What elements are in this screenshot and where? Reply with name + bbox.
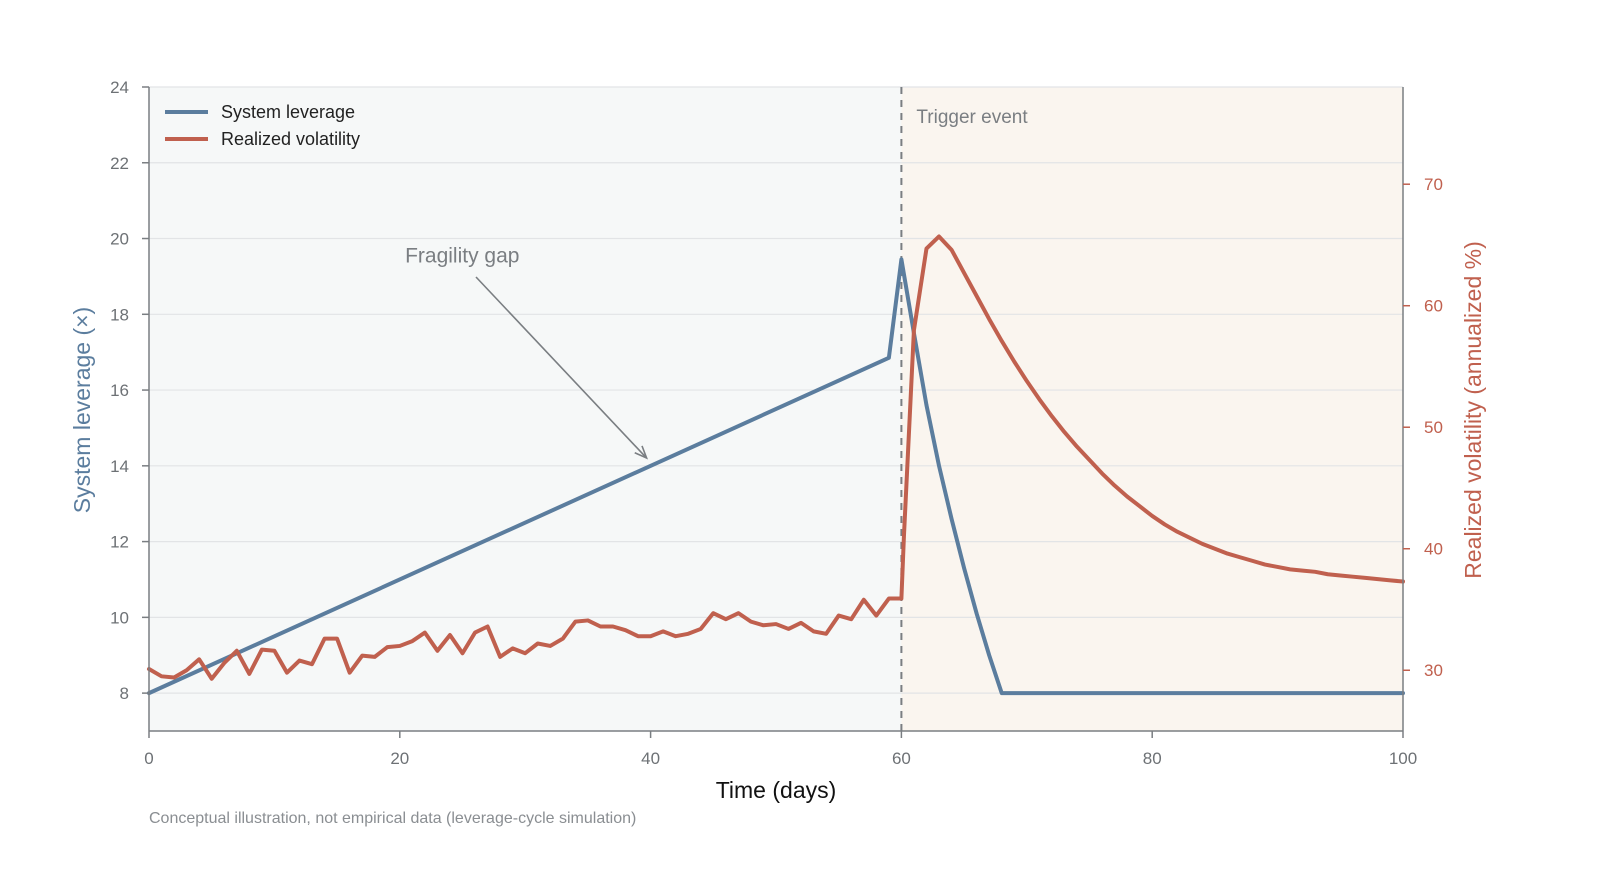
chart-caption: Conceptual illustration, not empirical d… xyxy=(149,810,636,827)
y-left-tick-label-16: 16 xyxy=(110,381,129,400)
y-left-tick-label-20: 20 xyxy=(110,230,129,249)
y-left-tick-label-24: 24 xyxy=(110,78,129,97)
legend-label-system-leverage: System leverage xyxy=(221,102,355,122)
x-tick-label-20: 20 xyxy=(390,749,409,768)
fragility-gap-label: Fragility gap xyxy=(405,244,519,267)
gridlines xyxy=(149,86,1403,694)
y-right-tick-label-60: 60 xyxy=(1424,297,1443,316)
series-line-system-leverage xyxy=(147,257,1405,696)
legend-label-realized-volatility: Realized volatility xyxy=(221,129,360,149)
y-left-tick-label-10: 10 xyxy=(110,608,129,627)
series-lines xyxy=(147,234,1405,696)
region-post-trigger xyxy=(901,87,1403,731)
x-tick-label-80: 80 xyxy=(1143,749,1162,768)
y-right-tick-label-70: 70 xyxy=(1424,175,1443,194)
y-left-tick-label-8: 8 xyxy=(120,684,129,703)
y-left-tick-label-12: 12 xyxy=(110,533,129,552)
left-y-axis-title: System leverage (×) xyxy=(69,307,95,513)
x-axis-title: Time (days) xyxy=(716,777,837,803)
fragility-gap-arrowhead xyxy=(634,445,649,460)
fragility-gap-arrow xyxy=(475,276,648,459)
y-left-tick-label-14: 14 xyxy=(110,457,129,476)
fragility-gap-annotation: Fragility gap xyxy=(405,244,649,460)
axes: 0 20 40 60 80 100 8 10 12 14 16 18 20 22 24 30 40 50 60 70 xyxy=(110,78,1443,768)
y-right-tick-label-30: 30 xyxy=(1424,661,1443,680)
region-pre-trigger xyxy=(149,87,902,731)
trigger-event-marker: Trigger event xyxy=(900,87,1028,731)
series-line-realized-volatility xyxy=(147,234,1405,681)
x-tick-label-60: 60 xyxy=(892,749,911,768)
trigger-event-label: Trigger event xyxy=(916,107,1028,128)
y-right-tick-label-40: 40 xyxy=(1424,540,1443,559)
right-y-axis-title: Realized volatility (annualized %) xyxy=(1460,241,1486,579)
x-tick-label-40: 40 xyxy=(641,749,660,768)
y-left-tick-label-22: 22 xyxy=(110,154,129,173)
y-right-tick-label-50: 50 xyxy=(1424,418,1443,437)
x-tick-label-100: 100 xyxy=(1389,749,1417,768)
legend: System leverage Realized volatility xyxy=(165,102,360,149)
x-tick-label-0: 0 xyxy=(144,749,153,768)
y-left-tick-label-18: 18 xyxy=(110,305,129,324)
